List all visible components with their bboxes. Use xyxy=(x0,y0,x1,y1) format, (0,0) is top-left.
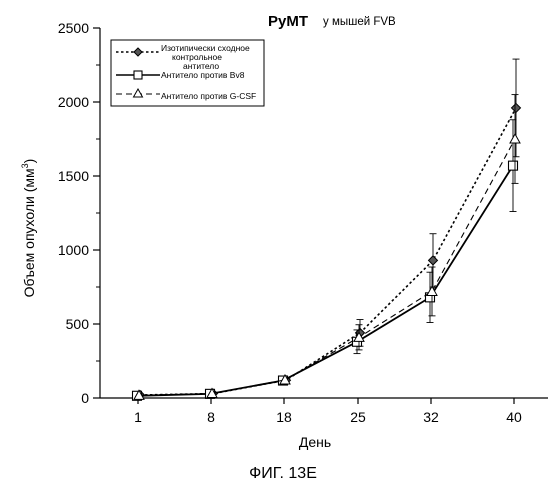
legend-label-2: Антитело против G-CSF xyxy=(161,91,256,101)
y-tick-label: 1500 xyxy=(58,168,89,184)
x-tick-label: 25 xyxy=(350,409,366,425)
x-tick-label: 1 xyxy=(134,409,142,425)
figure-caption: ФИГ. 13E xyxy=(249,465,317,482)
chart-title-rest: у мышей FVB xyxy=(323,16,396,28)
series-line-1 xyxy=(137,166,513,396)
y-tick-label: 500 xyxy=(66,316,90,332)
marker-diamond-5 xyxy=(512,103,521,112)
x-tick-label: 40 xyxy=(506,409,522,425)
y-tick-label: 2500 xyxy=(58,20,89,36)
x-tick-label: 18 xyxy=(276,409,292,425)
legend-marker-square xyxy=(134,71,142,79)
y-axis-title: Объем опухоли (мм3) xyxy=(20,159,37,298)
marker-triangle-5 xyxy=(510,134,520,143)
y-axis-title-close: ) xyxy=(21,159,37,164)
x-tick-label: 32 xyxy=(423,409,439,425)
series-layer xyxy=(133,59,521,400)
marker-diamond-4 xyxy=(429,256,438,265)
y-tick-label: 0 xyxy=(81,390,89,406)
chart-title-bold: PyMT xyxy=(268,13,308,30)
y-axis-title-main: Объем опухоли (мм xyxy=(21,168,37,297)
legend-label-1: Антитело против Bv8 xyxy=(161,70,245,80)
x-axis-title: День xyxy=(299,434,331,450)
marker-square-5 xyxy=(509,161,518,170)
y-tick-label: 2000 xyxy=(58,94,89,110)
x-tick-label: 8 xyxy=(207,409,215,425)
y-tick-label: 1000 xyxy=(58,242,89,258)
legend: Изотипически сходное контрольное антител… xyxy=(111,40,264,106)
x-axis-ticks: 1818253240 xyxy=(134,398,522,425)
y-axis-ticks: 0 500 1000 1500 2000 2500 xyxy=(58,20,100,406)
